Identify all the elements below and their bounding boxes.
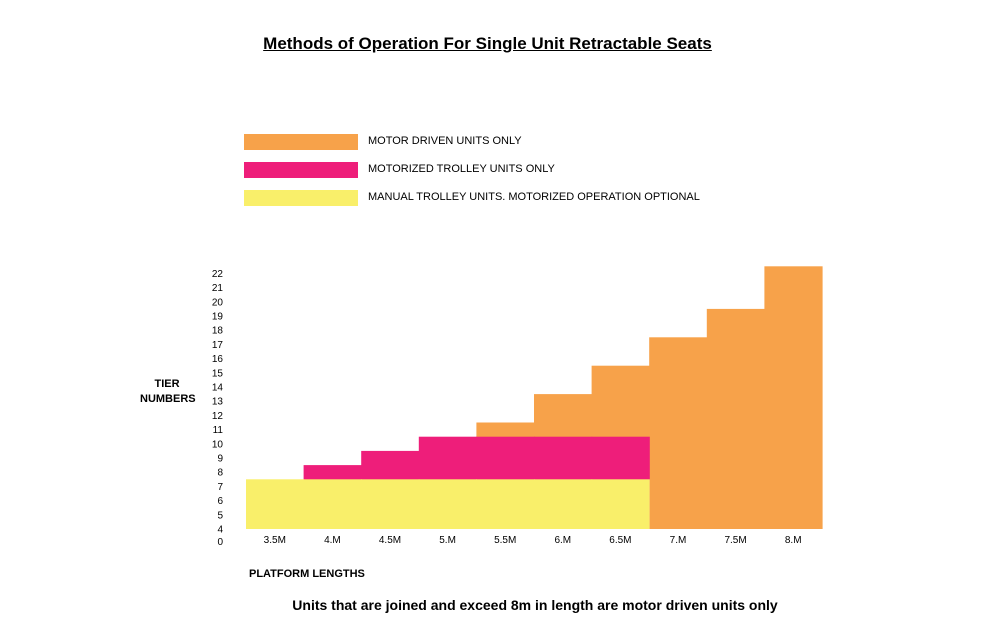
bar-manual-trolley-units-motorized-6-5m (591, 479, 650, 529)
bar-manual-trolley-units-motorized-3-5m (246, 479, 305, 529)
legend-swatch-motor-driven (244, 134, 358, 150)
y-tick-label: 12 (212, 411, 224, 422)
bars-group (246, 266, 823, 529)
y-tick-label: 21 (212, 283, 224, 294)
bar-motor-driven-units-only-7-m (649, 337, 708, 529)
legend-swatch-motorized-trolley (244, 162, 358, 178)
y-tick-label: 19 (212, 312, 224, 323)
legend-label-motorized-trolley: MOTORIZED TROLLEY UNITS ONLY (368, 163, 555, 175)
y-tick-label: 4 (217, 525, 223, 536)
y-tick-label: 5 (217, 510, 223, 521)
y-tick-label: 17 (212, 340, 224, 351)
y-tick-label: 14 (212, 383, 224, 394)
x-tick-label: 8.M (785, 535, 802, 546)
y-tick-label: 6 (217, 496, 223, 507)
y-tick-label: 7 (217, 482, 223, 493)
y-tick-label: 20 (212, 297, 224, 308)
x-axis-label: PLATFORM LENGTHS (249, 568, 365, 580)
x-tick-label: 5.M (439, 535, 456, 546)
y-tick-label: 16 (212, 354, 224, 365)
legend-swatch-manual-trolley (244, 190, 358, 206)
y-tick-label: 13 (212, 397, 224, 408)
bar-manual-trolley-units-motorized-4-m (303, 479, 362, 529)
x-tick-label: 7.M (670, 535, 687, 546)
y-tick-label: 8 (217, 468, 223, 479)
bar-manual-trolley-units-motorized-5-m (418, 479, 477, 529)
y-tick-label: 11 (213, 425, 224, 436)
legend-label-motor-driven: MOTOR DRIVEN UNITS ONLY (368, 135, 522, 147)
footnote: Units that are joined and exceed 8m in l… (292, 597, 778, 613)
y-tick-label: 0 (217, 537, 223, 548)
y-axis-label: TIER NUMBERS (140, 378, 196, 405)
y-tick-label: 15 (212, 368, 224, 379)
y-tick-label: 18 (212, 326, 224, 337)
bar-manual-trolley-units-motorized-6-m (534, 479, 593, 529)
chart-title: Methods of Operation For Single Unit Ret… (263, 34, 712, 53)
x-ticks-group: 3.5M 4.M 4.5M 5.M 5.5M 6.M 6.5M 7.M 7.5M 8.M (264, 535, 802, 546)
y-tick-label: 9 (217, 454, 223, 465)
x-tick-label: 4.M (324, 535, 341, 546)
x-tick-label: 3.5M (264, 535, 286, 546)
x-tick-label: 4.5M (379, 535, 401, 546)
x-tick-label: 5.5M (494, 535, 516, 546)
y-tick-label: 22 (212, 269, 224, 280)
y-tick-label: 10 (212, 439, 224, 450)
x-tick-label: 6.M (554, 535, 571, 546)
y-ticks-group: 04 5 6 7 8 9 10 11 12 13 14 15 16 17 18 19 20 21 22 (212, 269, 224, 548)
bar-motor-driven-units-only-8-m (764, 266, 823, 529)
bar-manual-trolley-units-motorized-4-5m (361, 479, 420, 529)
bar-manual-trolley-units-motorized-5-5m (476, 479, 535, 529)
legend-label-manual-trolley: MANUAL TROLLEY UNITS. MOTORIZED OPERATIO… (368, 191, 700, 203)
x-tick-label: 6.5M (609, 535, 631, 546)
x-tick-label: 7.5M (724, 535, 746, 546)
bar-motor-driven-units-only-7-5m (706, 308, 765, 529)
